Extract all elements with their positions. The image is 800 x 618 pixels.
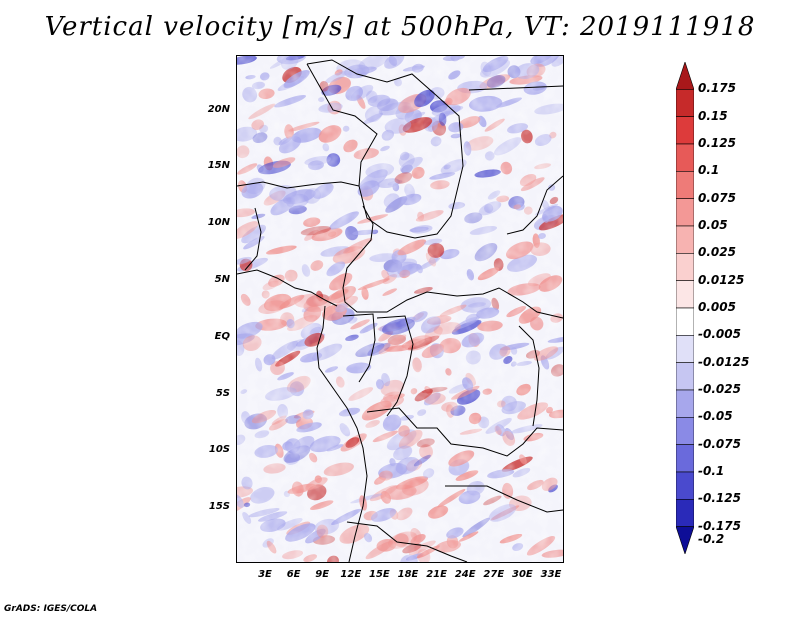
colorbar-cell — [676, 198, 694, 227]
colorbar-cell — [676, 362, 694, 391]
colorbar-cell — [676, 143, 694, 172]
colorbar-cell — [676, 89, 694, 117]
lat-tick-label: 10N — [207, 217, 230, 228]
colorbar-label: 0.05 — [698, 218, 728, 232]
colorbar-cell — [676, 253, 694, 281]
colorbar-label: 0.0125 — [698, 272, 745, 287]
border-angola-drc — [366, 407, 563, 457]
lon-tick-label: 21E — [426, 569, 447, 580]
colorbar-label: 0.1 — [698, 163, 720, 178]
colorbar-cell — [676, 471, 694, 500]
field-texture — [237, 56, 563, 562]
colorbar-label: -0.1 — [698, 464, 725, 478]
velocity-field-map — [237, 56, 563, 562]
colorbar-label: 0.005 — [698, 300, 736, 314]
colorbar-cell — [676, 171, 694, 199]
colorbar-label: -0.075 — [698, 436, 741, 451]
country-borders — [237, 59, 563, 562]
coastline-central-africa — [316, 305, 368, 562]
lon-tick-label: 24E — [454, 569, 476, 580]
colorbar-cell — [676, 335, 694, 363]
lon-tick-label: 33E — [540, 569, 562, 580]
lat-tick-label: EQ — [214, 331, 230, 342]
border-sudan — [506, 175, 563, 235]
colorbar-cell — [676, 444, 694, 473]
border-niger-nigeria — [237, 181, 360, 189]
chart-title: Vertical velocity [m/s] at 500hPa, VT: 2… — [44, 12, 756, 42]
colorbar-label: -0.005 — [698, 327, 741, 342]
colorbar-cell — [676, 417, 694, 445]
border-namibia — [346, 521, 468, 562]
border-egypt — [468, 85, 563, 91]
border-chad-region — [306, 59, 464, 239]
colorbar-label: 0.125 — [698, 136, 736, 150]
lat-tick-label: 15S — [208, 501, 230, 512]
colorbar-label: -0.025 — [698, 382, 741, 396]
colorbar-label: 0.175 — [698, 81, 736, 96]
grads-credit: GrADS: IGES/COLA — [4, 604, 98, 614]
lon-tick-label: 12E — [340, 569, 362, 580]
colorbar-cell — [676, 225, 694, 254]
lat-tick-label: 10S — [208, 444, 230, 455]
colorbar-label: -0.175 — [698, 518, 741, 533]
colorbar-cell — [676, 499, 694, 527]
colorbar — [676, 62, 694, 554]
colorbar-cell — [676, 307, 694, 336]
lon-tick-label: 9E — [315, 569, 330, 580]
lon-tick-label: 15E — [369, 569, 390, 580]
colorbar-label: -0.05 — [698, 409, 733, 424]
lon-tick-label: 30E — [512, 569, 533, 580]
lon-tick-label: 18E — [397, 569, 419, 580]
border-benin — [244, 207, 262, 271]
colorbar-label: 0.15 — [698, 108, 728, 123]
lon-tick-label: 3E — [258, 569, 272, 580]
lat-tick-label: 5S — [215, 388, 230, 399]
colorbar-cell — [676, 526, 694, 554]
colorbar-cell — [676, 280, 694, 309]
border-congo-drc — [376, 315, 414, 417]
lat-tick-label: 5N — [214, 274, 230, 285]
lat-tick-label: 15N — [207, 160, 230, 171]
coastline-west-africa — [237, 269, 338, 307]
lon-tick-label: 6E — [286, 569, 301, 580]
map-panel — [236, 55, 564, 563]
border-great-lakes — [518, 325, 540, 427]
colorbar-label: -0.2 — [698, 532, 725, 547]
colorbar-cell — [676, 389, 694, 418]
colorbar-label: -0.125 — [698, 491, 741, 506]
colorbar-cell — [676, 62, 694, 90]
lon-tick-label: 27E — [483, 569, 505, 580]
border-zambia — [445, 485, 563, 513]
colorbar-label: -0.0125 — [698, 354, 750, 369]
colorbar-label: 0.025 — [698, 245, 736, 260]
border-car-drc — [342, 205, 563, 319]
colorbar-cell — [676, 116, 694, 145]
lat-tick-label: 20N — [207, 104, 230, 115]
border-gabon-congo — [342, 313, 376, 383]
colorbar-label: 0.075 — [698, 190, 736, 205]
